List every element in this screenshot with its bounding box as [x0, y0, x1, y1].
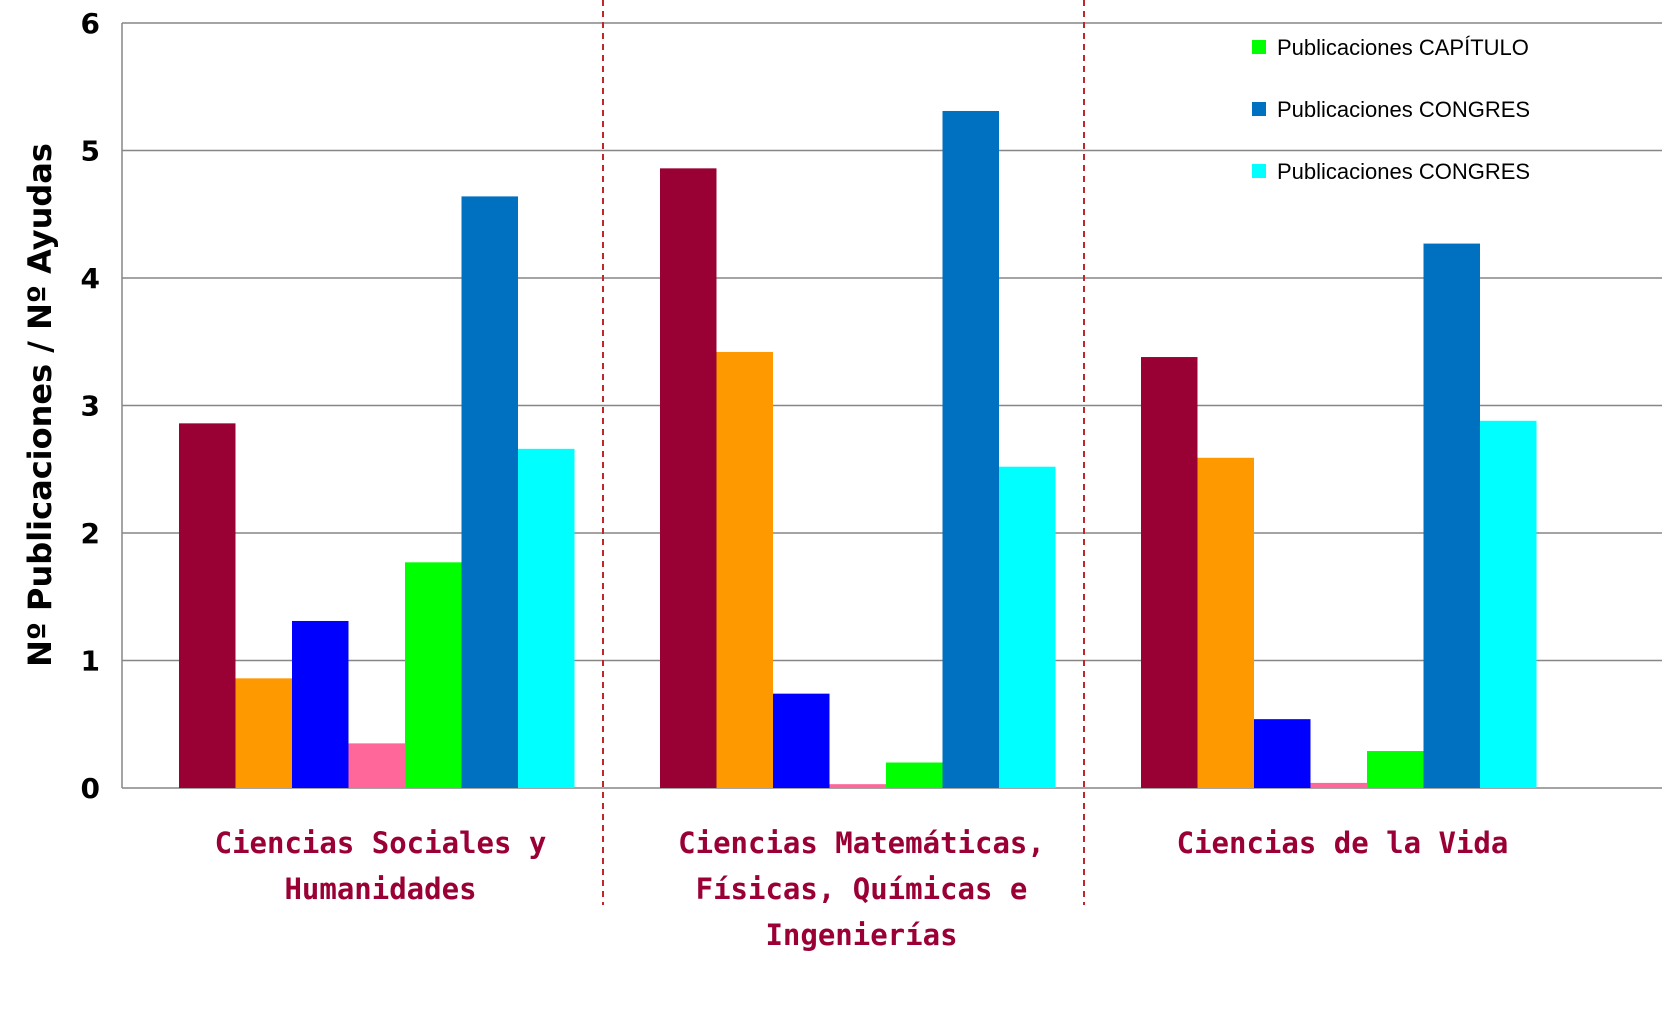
- y-tick-label: 5: [81, 135, 100, 168]
- bar: [1367, 751, 1424, 788]
- y-tick-label: 0: [81, 772, 100, 805]
- category-label: Ciencias de la Vida: [1177, 826, 1509, 860]
- bar: [716, 351, 773, 788]
- category-label: Ciencias Matemáticas,: [678, 826, 1045, 860]
- bar: [235, 678, 292, 788]
- bar: [292, 620, 349, 788]
- bar: [518, 448, 575, 788]
- y-tick-labels: 0 1 2 3 4 5 6: [81, 7, 100, 805]
- category-label: Ciencias Sociales y: [215, 826, 547, 860]
- bar: [179, 423, 236, 788]
- legend-label: Publicaciones CONGRES: [1277, 159, 1530, 184]
- bar: [461, 196, 518, 788]
- y-tick-label: 6: [81, 7, 100, 40]
- legend-swatch: [1252, 40, 1266, 54]
- bar: [1480, 420, 1537, 788]
- category-label: Humanidades: [284, 872, 476, 906]
- bar: [1254, 719, 1311, 788]
- bar: [1141, 357, 1198, 788]
- bar: [1423, 243, 1480, 788]
- group-dividers: [602, 0, 1085, 905]
- legend-swatch: [1252, 102, 1266, 116]
- category-labels: Ciencias Sociales y Humanidades Ciencias M…: [215, 826, 1509, 952]
- y-tick-label: 4: [81, 262, 100, 295]
- y-tick-label: 1: [81, 645, 100, 678]
- bar: [773, 693, 830, 788]
- category-label: Ingenierías: [765, 918, 957, 952]
- bar: [348, 743, 405, 788]
- bar: [829, 784, 886, 788]
- y-axis-title: Nº Publicaciones / Nº Ayudas: [21, 143, 59, 667]
- legend-label: Publicaciones CAPÍTULO: [1277, 35, 1529, 60]
- legend-label: Publicaciones CONGRES: [1277, 97, 1530, 122]
- y-tick-label: 2: [81, 517, 100, 550]
- bar: [999, 466, 1056, 788]
- legend-swatch: [1252, 164, 1266, 178]
- bar: [405, 562, 462, 788]
- bar: [942, 110, 999, 789]
- y-tick-label: 3: [81, 390, 100, 423]
- category-label: Físicas, Químicas e: [696, 872, 1028, 906]
- legend: Publicaciones CAPÍTULO Publicaciones CONG…: [1252, 35, 1530, 184]
- bars: [179, 110, 1537, 789]
- bar: [1197, 457, 1254, 788]
- bar: [1310, 782, 1367, 788]
- bar: [660, 168, 717, 789]
- bar: [886, 762, 943, 788]
- gridlines: [121, 22, 1662, 789]
